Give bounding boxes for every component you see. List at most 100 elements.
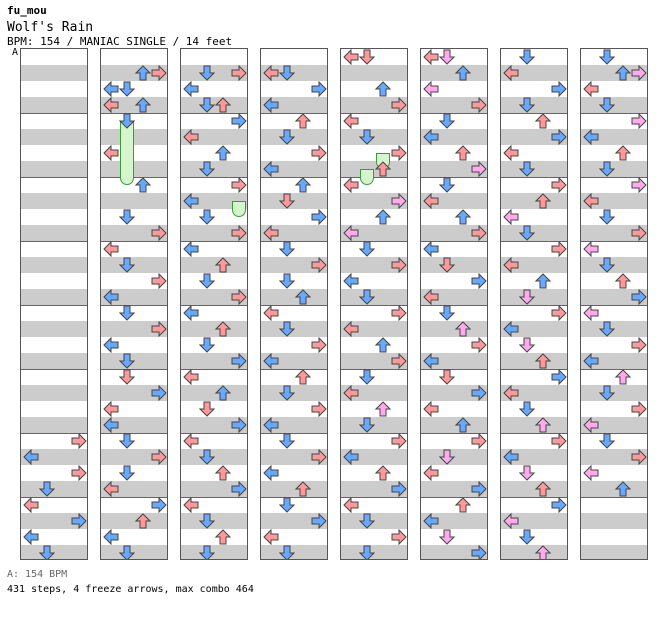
left-arrow-icon xyxy=(503,65,519,81)
down-arrow-icon xyxy=(199,273,215,289)
right-arrow-icon xyxy=(71,433,87,449)
down-arrow-icon xyxy=(279,241,295,257)
measure-line xyxy=(21,305,87,306)
down-arrow-icon xyxy=(119,353,135,369)
right-arrow-icon xyxy=(151,225,167,241)
row-stripe xyxy=(501,193,567,209)
row-stripe xyxy=(421,321,487,337)
right-arrow-icon xyxy=(631,289,647,305)
down-arrow-icon xyxy=(199,65,215,81)
left-arrow-icon xyxy=(583,241,599,257)
left-arrow-icon xyxy=(183,433,199,449)
left-arrow-icon xyxy=(263,65,279,81)
row-stripe xyxy=(181,481,247,497)
up-arrow-icon xyxy=(455,65,471,81)
down-arrow-icon xyxy=(519,49,535,65)
right-arrow-icon xyxy=(151,273,167,289)
measure-line xyxy=(341,497,407,498)
row-stripe xyxy=(181,417,247,433)
up-arrow-icon xyxy=(215,97,231,113)
row-stripe xyxy=(581,225,647,241)
up-arrow-icon xyxy=(375,401,391,417)
row-stripe xyxy=(501,257,567,273)
up-arrow-icon xyxy=(295,481,311,497)
up-arrow-icon xyxy=(295,177,311,193)
down-arrow-icon xyxy=(199,401,215,417)
row-stripe xyxy=(421,545,487,559)
up-arrow-icon xyxy=(455,145,471,161)
right-arrow-icon xyxy=(151,449,167,465)
row-stripe xyxy=(181,353,247,369)
measure-line xyxy=(181,305,247,306)
right-arrow-icon xyxy=(391,145,407,161)
down-arrow-icon xyxy=(599,433,615,449)
row-stripe xyxy=(21,225,87,241)
row-stripe xyxy=(421,353,487,369)
right-arrow-icon xyxy=(471,225,487,241)
right-arrow-icon xyxy=(151,321,167,337)
left-arrow-icon xyxy=(183,193,199,209)
left-arrow-icon xyxy=(263,465,279,481)
left-arrow-icon xyxy=(183,497,199,513)
down-arrow-icon xyxy=(279,129,295,145)
row-stripe xyxy=(341,545,407,559)
down-arrow-icon xyxy=(359,545,375,559)
row-stripe xyxy=(21,289,87,305)
row-stripe xyxy=(21,321,87,337)
row-stripe xyxy=(181,193,247,209)
row-stripe xyxy=(581,417,647,433)
up-arrow-icon xyxy=(375,465,391,481)
right-arrow-icon xyxy=(231,65,247,81)
left-arrow-icon xyxy=(263,529,279,545)
row-stripe xyxy=(261,257,327,273)
row-stripe xyxy=(581,129,647,145)
up-arrow-icon xyxy=(215,385,231,401)
measure-line xyxy=(421,369,487,370)
measure-line xyxy=(21,113,87,114)
row-stripe xyxy=(501,129,567,145)
down-arrow-icon xyxy=(119,369,135,385)
up-arrow-icon xyxy=(535,353,551,369)
down-arrow-icon xyxy=(119,81,135,97)
left-arrow-icon xyxy=(583,193,599,209)
left-arrow-icon xyxy=(583,417,599,433)
right-arrow-icon xyxy=(231,481,247,497)
measure-line xyxy=(101,113,167,114)
left-arrow-icon xyxy=(343,49,359,65)
down-arrow-icon xyxy=(599,49,615,65)
left-arrow-icon xyxy=(423,129,439,145)
left-arrow-icon xyxy=(343,497,359,513)
left-arrow-icon xyxy=(583,353,599,369)
up-arrow-icon xyxy=(135,97,151,113)
measure-line xyxy=(581,369,647,370)
right-arrow-icon xyxy=(551,305,567,321)
down-arrow-icon xyxy=(39,545,55,559)
left-arrow-icon xyxy=(343,385,359,401)
measure-line xyxy=(421,497,487,498)
song-title: Wolf's Rain xyxy=(7,20,94,35)
down-arrow-icon xyxy=(519,401,535,417)
row-stripe xyxy=(341,385,407,401)
down-arrow-icon xyxy=(359,49,375,65)
up-arrow-icon xyxy=(215,529,231,545)
down-arrow-icon xyxy=(279,321,295,337)
row-stripe xyxy=(341,97,407,113)
down-arrow-icon xyxy=(519,97,535,113)
row-stripe xyxy=(261,97,327,113)
left-arrow-icon xyxy=(503,209,519,225)
row-stripe xyxy=(501,417,567,433)
measure-line xyxy=(501,305,567,306)
row-stripe xyxy=(421,481,487,497)
row-stripe xyxy=(341,481,407,497)
left-arrow-icon xyxy=(423,49,439,65)
measure-line xyxy=(341,113,407,114)
right-arrow-icon xyxy=(391,193,407,209)
measure-line xyxy=(21,433,87,434)
row-stripe xyxy=(261,417,327,433)
left-arrow-icon xyxy=(423,241,439,257)
left-arrow-icon xyxy=(263,417,279,433)
down-arrow-icon xyxy=(599,257,615,273)
row-stripe xyxy=(421,65,487,81)
row-stripe xyxy=(261,449,327,465)
up-arrow-icon xyxy=(535,113,551,129)
